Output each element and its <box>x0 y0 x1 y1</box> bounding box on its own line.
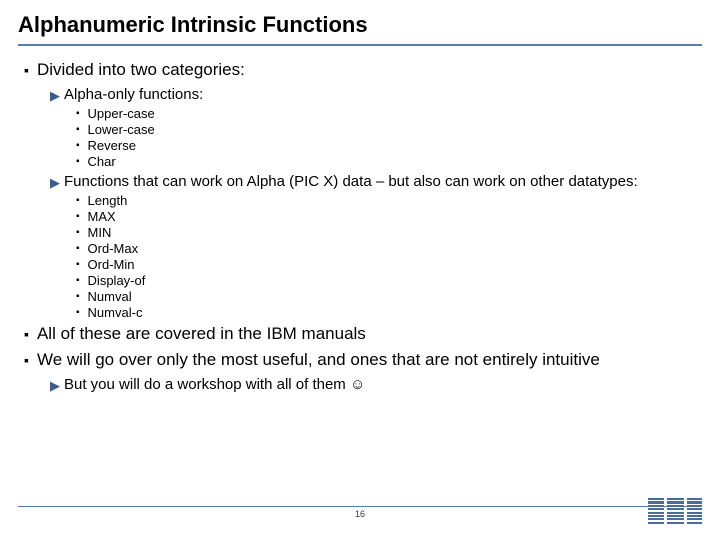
ibm-logo <box>648 498 702 530</box>
bullet-level3: ▪ Ord-Min <box>76 257 702 272</box>
bullet-level3: ▪ MIN <box>76 225 702 240</box>
bullet-text: We will go over only the most useful, an… <box>37 350 600 370</box>
bullet-level3: ▪ Reverse <box>76 138 702 153</box>
bullet-level3: ▪ Numval <box>76 289 702 304</box>
square-bullet-icon: ▪ <box>24 326 29 342</box>
bullet-level2: ▶ Alpha-only functions: <box>50 86 702 104</box>
bullet-level3: ▪ Upper-case <box>76 106 702 121</box>
bullet-text: Alpha-only functions: <box>64 86 203 103</box>
bullet-level3: ▪ Ord-Max <box>76 241 702 256</box>
bullet-level1: ▪ Divided into two categories: <box>24 60 702 80</box>
square-bullet-icon: ▪ <box>76 211 80 222</box>
square-bullet-icon: ▪ <box>76 156 80 167</box>
square-bullet-icon: ▪ <box>76 227 80 238</box>
square-bullet-icon: ▪ <box>24 352 29 368</box>
bullet-level3: ▪ Numval-c <box>76 305 702 320</box>
bullet-level3: ▪ Display-of <box>76 273 702 288</box>
bullet-level2: ▶ Functions that can work on Alpha (PIC … <box>50 173 702 191</box>
bullet-text: Length <box>88 193 128 208</box>
slide-container: Alphanumeric Intrinsic Functions ▪ Divid… <box>0 0 720 394</box>
bullet-text: Numval-c <box>88 305 143 320</box>
bullet-text: But you will do a workshop with all of t… <box>64 376 365 393</box>
bullet-text: Ord-Min <box>88 257 135 272</box>
bullet-text: All of these are covered in the IBM manu… <box>37 324 366 344</box>
bullet-level1: ▪ We will go over only the most useful, … <box>24 350 702 370</box>
bullet-text: MAX <box>88 209 116 224</box>
square-bullet-icon: ▪ <box>76 259 80 270</box>
square-bullet-icon: ▪ <box>76 275 80 286</box>
bullet-level1: ▪ All of these are covered in the IBM ma… <box>24 324 702 344</box>
bullet-text: Ord-Max <box>88 241 139 256</box>
bullet-text: Lower-case <box>88 122 155 137</box>
square-bullet-icon: ▪ <box>76 124 80 135</box>
bullet-level2: ▶ But you will do a workshop with all of… <box>50 376 702 394</box>
square-bullet-icon: ▪ <box>76 243 80 254</box>
square-bullet-icon: ▪ <box>76 291 80 302</box>
arrow-bullet-icon: ▶ <box>50 88 60 104</box>
arrow-bullet-icon: ▶ <box>50 378 60 394</box>
bullet-text: Numval <box>88 289 132 304</box>
bullet-text: Divided into two categories: <box>37 60 245 80</box>
footer-divider: 16 <box>18 506 702 534</box>
bullet-text: Functions that can work on Alpha (PIC X)… <box>64 173 638 190</box>
bullet-text: Upper-case <box>88 106 155 121</box>
slide-title: Alphanumeric Intrinsic Functions <box>18 12 702 46</box>
square-bullet-icon: ▪ <box>76 108 80 119</box>
bullet-text: MIN <box>88 225 112 240</box>
bullet-level3: ▪ MAX <box>76 209 702 224</box>
bullet-level3: ▪ Lower-case <box>76 122 702 137</box>
arrow-bullet-icon: ▶ <box>50 175 60 191</box>
page-number: 16 <box>355 509 365 519</box>
square-bullet-icon: ▪ <box>76 195 80 206</box>
square-bullet-icon: ▪ <box>24 62 29 78</box>
square-bullet-icon: ▪ <box>76 307 80 318</box>
slide-footer: 16 <box>0 506 720 534</box>
bullet-text: Char <box>88 154 116 169</box>
bullet-level3: ▪ Char <box>76 154 702 169</box>
bullet-level3: ▪ Length <box>76 193 702 208</box>
square-bullet-icon: ▪ <box>76 140 80 151</box>
bullet-text: Display-of <box>88 273 146 288</box>
bullet-text: Reverse <box>88 138 136 153</box>
ibm-logo-icon <box>648 498 702 525</box>
